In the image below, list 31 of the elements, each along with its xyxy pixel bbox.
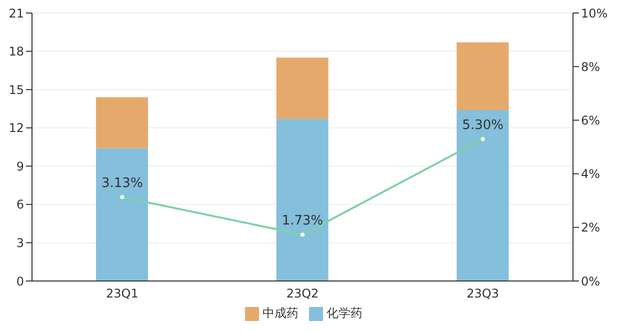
data-label: 5.30% xyxy=(462,118,504,133)
data-label: 1.73% xyxy=(282,214,324,229)
y-tick-label: 18 xyxy=(8,44,24,59)
bar xyxy=(96,148,148,281)
point xyxy=(480,136,486,142)
y2-tick-label: 10% xyxy=(581,6,608,20)
y2-tick-label: 0% xyxy=(581,274,600,288)
y-tick-label: 12 xyxy=(8,121,24,136)
x-tick-label: 23Q2 xyxy=(286,286,319,301)
y2-tick-label: 6% xyxy=(581,113,600,128)
y-tick-label: 21 xyxy=(8,6,24,20)
legend-label: 中成药 xyxy=(262,306,298,320)
y2-tick-label: 2% xyxy=(581,220,600,235)
bar xyxy=(456,42,509,110)
point xyxy=(119,194,126,200)
bar xyxy=(276,118,328,281)
legend-label: 化学药 xyxy=(326,306,362,320)
y-tick-label: 9 xyxy=(16,159,24,174)
bar xyxy=(96,97,148,148)
y2-tick-label: 8% xyxy=(581,60,600,74)
point xyxy=(300,232,306,238)
y-tick-label: 3 xyxy=(16,236,24,250)
y-tick-label: 15 xyxy=(8,82,24,97)
y-tick-label: 0 xyxy=(16,274,24,288)
x-tick-label: 23Q3 xyxy=(466,286,500,301)
bar xyxy=(276,58,328,119)
y-tick-label: 6 xyxy=(16,198,24,212)
y2-tick-label: 4% xyxy=(581,167,600,182)
bar xyxy=(456,110,509,281)
x-tick-label: 23Q1 xyxy=(106,286,138,301)
data-label: 3.13% xyxy=(102,176,143,192)
